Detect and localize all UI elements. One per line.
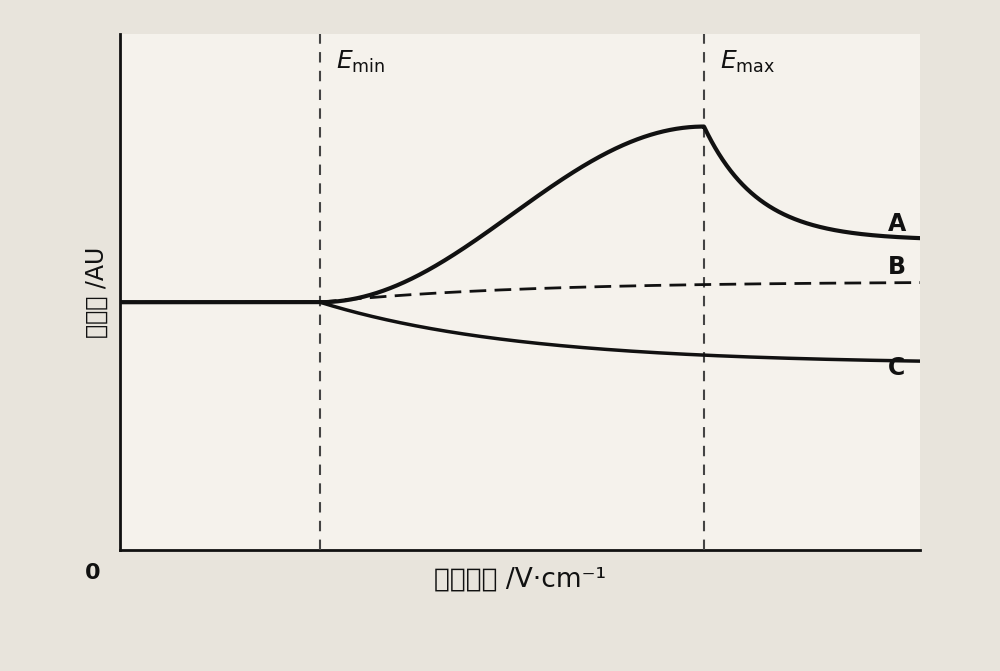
Text: 0: 0 bbox=[84, 563, 100, 583]
Text: A: A bbox=[888, 211, 906, 236]
Text: $\mathit{E}_{\rm min}$: $\mathit{E}_{\rm min}$ bbox=[336, 49, 385, 75]
Text: C: C bbox=[888, 356, 905, 380]
Text: $\mathit{E}_{\rm max}$: $\mathit{E}_{\rm max}$ bbox=[720, 49, 775, 75]
Text: B: B bbox=[888, 255, 906, 279]
X-axis label: 电场强度 /V·cm⁻¹: 电场强度 /V·cm⁻¹ bbox=[434, 567, 606, 593]
Y-axis label: 迁移率 /AU: 迁移率 /AU bbox=[85, 246, 109, 338]
